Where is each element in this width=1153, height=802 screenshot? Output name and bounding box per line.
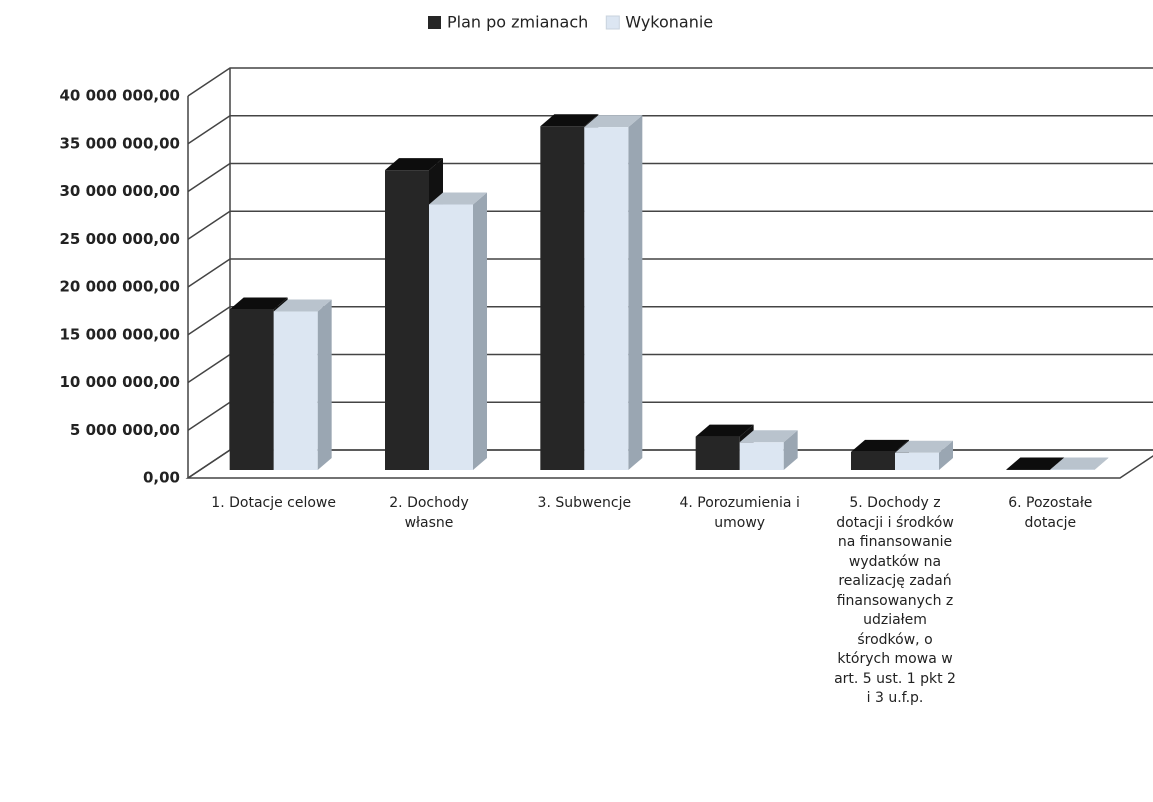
x-tick-label: 4. Porozumienia i umowy (679, 495, 800, 531)
bar-top (540, 114, 599, 127)
bar-top (695, 424, 754, 437)
grid-line (187, 258, 1153, 288)
bar-front (895, 452, 939, 470)
bar-front (429, 204, 473, 470)
grid-line (187, 162, 1153, 193)
bar-side (473, 192, 487, 470)
bar (895, 440, 953, 470)
y-tick-label: 0,00 (143, 469, 180, 487)
bar-top (739, 430, 798, 443)
y-tick-label: 30 000 000,00 (59, 182, 180, 200)
bar-side (783, 430, 798, 470)
bar (273, 299, 332, 470)
legend-swatch (428, 16, 441, 29)
grid-line (187, 306, 1153, 336)
y-tick-label: 20 000 000,00 (59, 278, 180, 296)
y-tick-label: 10 000 000,00 (59, 373, 180, 391)
bar-side (628, 115, 643, 470)
grid-line (187, 210, 1153, 240)
bar-top (895, 440, 953, 453)
bar-front (695, 436, 740, 470)
grid-line (187, 67, 1153, 97)
y-tick-label: 40 000 000,00 (59, 87, 180, 105)
bar-side (317, 299, 332, 470)
x-tick-label: 6. Pozostałe dotacje (1008, 495, 1093, 531)
x-tick-label: 1. Dotacje celowe (211, 495, 336, 511)
bar (584, 115, 643, 470)
y-tick-label: 15 000 000,00 (59, 325, 180, 343)
grid-line (187, 401, 1153, 431)
bar-front (540, 126, 585, 470)
grid-line (187, 115, 1153, 145)
bar-front (273, 311, 318, 470)
x-tick-label: 2. Dochody własne (389, 495, 469, 531)
y-tick-label: 5 000 000,00 (70, 421, 180, 439)
bar-front (385, 170, 429, 470)
bar (1050, 457, 1109, 470)
bar-top (851, 439, 909, 452)
bar-front (229, 309, 274, 470)
bar-top (429, 192, 487, 205)
bar-top (385, 158, 443, 171)
legend-label: Wykonanie (625, 13, 713, 32)
floor (185, 449, 1153, 479)
bar-front (584, 127, 629, 470)
x-tick-label: 5. Dochody z dotacji i środków na finans… (834, 495, 956, 706)
bar (429, 192, 487, 470)
bar-top (1006, 457, 1065, 470)
bar-side (1094, 457, 1109, 470)
bar-front (739, 442, 784, 470)
y-tick-label: 35 000 000,00 (59, 134, 180, 152)
bar-top (1050, 457, 1109, 470)
bar-top (229, 297, 288, 310)
y-tick-label: 25 000 000,00 (59, 230, 180, 248)
bar-top (584, 115, 643, 128)
bar-top (273, 299, 332, 312)
bar (739, 430, 798, 470)
legend-swatch (605, 15, 620, 30)
bar-side (939, 440, 953, 470)
grid-line (187, 353, 1153, 384)
x-tick-label: 3. Subwencje (537, 495, 632, 511)
bar-front (851, 451, 895, 470)
legend-label: Plan po zmianach (447, 13, 588, 32)
